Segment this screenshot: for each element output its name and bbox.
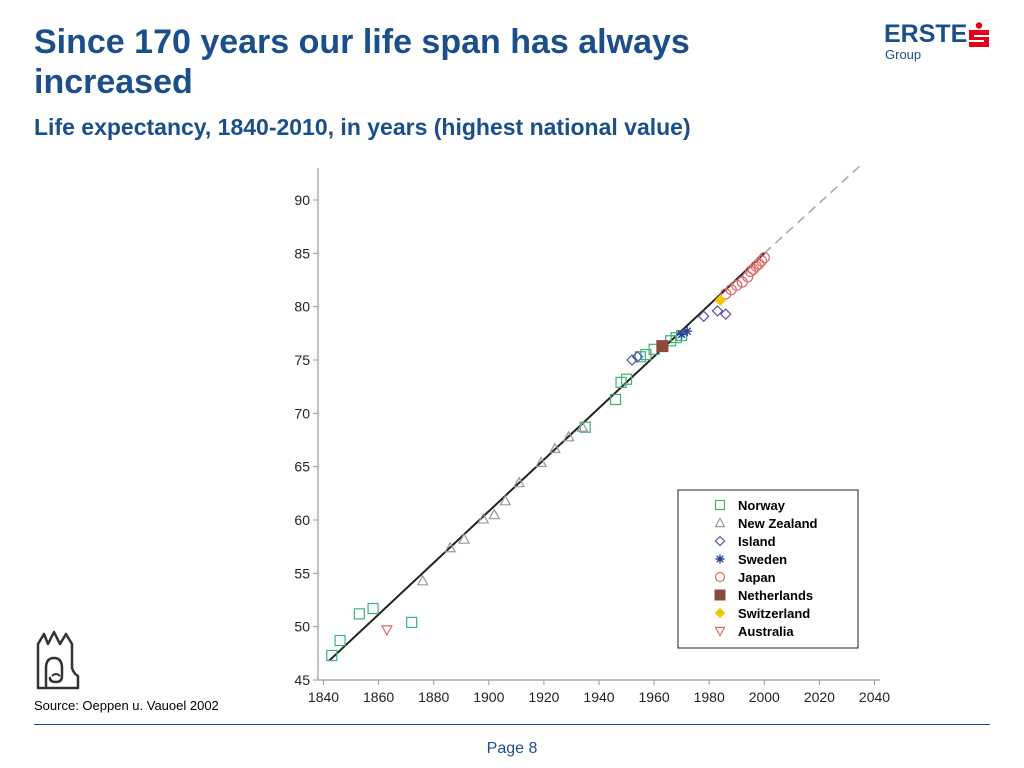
point-island bbox=[719, 308, 732, 320]
point-norway bbox=[326, 649, 338, 662]
legend-label: Sweden bbox=[738, 552, 787, 567]
page-number: Page 8 bbox=[486, 740, 538, 757]
y-tick-label: 45 bbox=[294, 672, 310, 688]
logo-word: ERSTE bbox=[884, 20, 968, 48]
point-norway bbox=[620, 373, 633, 385]
x-tick-label: 1860 bbox=[363, 689, 394, 705]
point-new-zealand bbox=[562, 430, 575, 442]
y-tick-label: 50 bbox=[294, 619, 310, 635]
x-tick-label: 1840 bbox=[308, 689, 339, 705]
point-norway bbox=[367, 602, 379, 615]
point-japan bbox=[753, 258, 765, 270]
point-new-zealand bbox=[513, 476, 526, 488]
projection-line bbox=[763, 162, 865, 254]
point-japan bbox=[731, 279, 743, 291]
x-tick-label: 2020 bbox=[804, 689, 835, 705]
point-new-zealand bbox=[535, 456, 548, 467]
point-sweden bbox=[676, 329, 687, 340]
legend-marker bbox=[715, 554, 725, 564]
point-norway bbox=[609, 393, 622, 406]
point-new-zealand bbox=[488, 508, 501, 520]
point-japan bbox=[758, 251, 770, 264]
point-new-zealand bbox=[576, 420, 589, 432]
point-switzerland bbox=[714, 294, 726, 306]
source-note: Source: Oeppen u. Vauoel 2002 bbox=[34, 698, 219, 713]
data-points bbox=[326, 251, 770, 662]
legend-marker bbox=[714, 517, 726, 528]
legend-label: Japan bbox=[738, 570, 776, 585]
point-netherlands bbox=[656, 340, 669, 353]
footer-divider bbox=[34, 724, 990, 725]
point-new-zealand bbox=[457, 532, 471, 544]
legend-label: Island bbox=[738, 534, 776, 549]
slide-title: Since 170 years our life span has always… bbox=[34, 23, 690, 101]
y-tick-label: 80 bbox=[294, 299, 310, 315]
x-tick-label: 2040 bbox=[859, 689, 890, 705]
life-expectancy-chart: 45 50 55 60 65 70 75 80 85 90 1840 1860 1880 1900 1920… bbox=[270, 160, 890, 710]
point-norway bbox=[406, 616, 418, 628]
point-island bbox=[697, 310, 710, 323]
x-tick-label: 2000 bbox=[749, 689, 780, 705]
y-tick-label: 90 bbox=[294, 192, 310, 208]
y-tick-label: 65 bbox=[294, 459, 310, 475]
point-new-zealand bbox=[444, 541, 457, 553]
point-new-zealand bbox=[499, 494, 512, 506]
castle-hand-icon bbox=[36, 630, 80, 690]
y-tick-label: 70 bbox=[294, 405, 310, 421]
point-norway bbox=[334, 634, 346, 647]
point-new-zealand bbox=[477, 512, 490, 524]
point-norway bbox=[353, 608, 365, 620]
point-island bbox=[711, 305, 724, 317]
legend-box bbox=[677, 489, 859, 649]
legend-marker bbox=[714, 499, 726, 511]
legend-marker bbox=[714, 535, 726, 547]
point-island bbox=[631, 350, 644, 363]
point-sweden bbox=[682, 326, 693, 337]
point-australia bbox=[380, 625, 393, 637]
x-tick-label: 1880 bbox=[418, 689, 449, 705]
erste-group-logo: ERSTE Group bbox=[884, 20, 994, 66]
slide-subtitle: Life expectancy, 1840-2010, in years (hi… bbox=[34, 114, 691, 140]
trend-lines bbox=[328, 162, 865, 662]
point-new-zealand bbox=[416, 574, 429, 586]
sparkasse-s-icon bbox=[969, 22, 989, 47]
chart-legend: Norway New Zealand Island Sweden Japan Nether… bbox=[677, 489, 859, 649]
legend-marker bbox=[714, 626, 726, 637]
legend-marker bbox=[714, 607, 726, 619]
legend-label: Australia bbox=[738, 624, 794, 639]
point-new-zealand bbox=[548, 442, 561, 454]
legend-label: Norway bbox=[738, 498, 786, 513]
point-japan bbox=[742, 271, 754, 283]
legend-label: Netherlands bbox=[738, 588, 813, 603]
trend-line bbox=[328, 252, 765, 662]
x-tick-label: 1920 bbox=[528, 689, 559, 705]
x-tick-label: 1980 bbox=[694, 689, 725, 705]
logo-subtitle: Group bbox=[885, 47, 922, 62]
legend-label: Switzerland bbox=[738, 606, 810, 621]
point-island bbox=[626, 354, 638, 366]
legend-marker bbox=[714, 589, 726, 601]
x-tick-label: 1940 bbox=[583, 689, 614, 705]
y-tick-label: 85 bbox=[294, 245, 310, 261]
y-tick-label: 55 bbox=[294, 565, 310, 581]
y-tick-label: 75 bbox=[294, 352, 310, 368]
legend-label: New Zealand bbox=[738, 516, 818, 531]
y-tick-label: 60 bbox=[294, 512, 310, 528]
x-tick-label: 1900 bbox=[473, 689, 504, 705]
x-tick-label: 1960 bbox=[639, 689, 670, 705]
point-japan bbox=[755, 255, 768, 267]
legend-marker bbox=[714, 571, 726, 583]
